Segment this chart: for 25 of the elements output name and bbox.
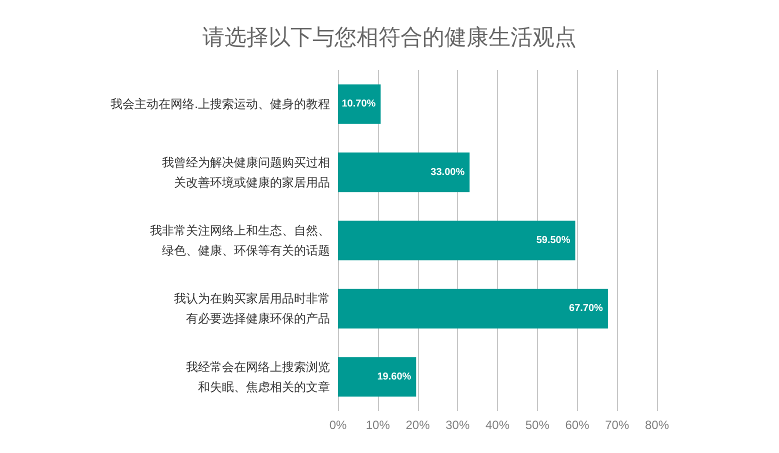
bar (338, 288, 608, 328)
y-tick-label: 我会主动在网络.上搜索运动、健身的教程 (110, 97, 330, 112)
data-label: 59.50% (536, 235, 570, 246)
chart-title: 请选择以下与您相符合的健康生活观点 (202, 26, 576, 50)
bar (338, 357, 416, 397)
x-tick-label: 70% (605, 418, 630, 432)
data-label: 10.70% (342, 98, 376, 110)
x-tick-label: 30% (446, 418, 470, 432)
x-tick-label: 80% (644, 418, 670, 432)
x-tick-label: 20% (406, 418, 430, 432)
y-tick-label: 我曾经为解决健康问题购买过相关改善环境或健康的家居用品 (162, 155, 330, 190)
bar (338, 152, 470, 192)
x-tick-label: 10% (366, 418, 390, 432)
x-tick-label: 60% (565, 418, 590, 432)
y-tick-label: 我非常关注网络上和生态、自然、绿色、健康、环保等有关的话题 (150, 224, 330, 258)
bar (338, 84, 381, 124)
data-label: 19.60% (377, 371, 412, 382)
x-tick-label: 40% (485, 418, 510, 432)
x-tick-label: 0% (329, 418, 347, 432)
y-tick-label: 我经常会在网络上搜索浏览和失眠、焦虑相关的文章 (186, 360, 330, 394)
data-label: 33.00% (430, 166, 465, 178)
x-tick-label: 50% (525, 418, 550, 432)
bar (338, 220, 576, 260)
y-tick-label: 我认为在购买家居用品时非常有必要选择健康环保的产品 (174, 292, 330, 326)
data-label: 67.70% (569, 303, 604, 314)
